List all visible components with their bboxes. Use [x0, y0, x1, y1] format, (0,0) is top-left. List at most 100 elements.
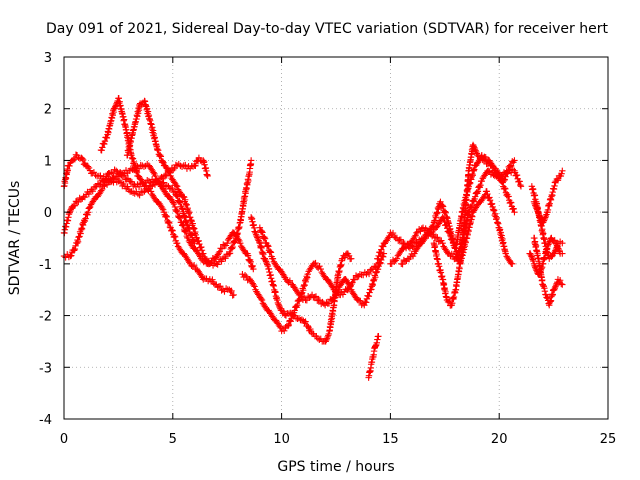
data-point [209, 276, 216, 283]
data-point [409, 243, 416, 251]
data-point [511, 157, 518, 164]
data-point [71, 245, 79, 253]
data-point [292, 303, 300, 310]
data-point [66, 209, 73, 216]
data-point [484, 190, 491, 198]
y-tick-label: -1 [39, 258, 52, 273]
data-point [555, 245, 562, 252]
data-point [237, 239, 244, 247]
data-point [428, 223, 436, 230]
data-point [422, 225, 429, 232]
data-point [365, 270, 373, 278]
data-point [307, 325, 314, 333]
data-point [411, 233, 418, 241]
data-point [473, 189, 480, 196]
data-point [116, 177, 123, 185]
data-point [531, 200, 538, 207]
data-point [423, 232, 430, 239]
data-point [397, 236, 405, 243]
data-point [553, 240, 560, 248]
data-point [439, 203, 447, 210]
x-tick-label: 5 [169, 432, 177, 447]
data-point [551, 250, 558, 257]
data-point [226, 250, 234, 257]
data-point [160, 179, 167, 186]
data-point [333, 290, 340, 298]
data-point [113, 167, 120, 174]
data-point [201, 256, 209, 264]
data-point [250, 281, 257, 289]
data-point [471, 145, 479, 153]
data-point [173, 183, 181, 190]
data-point [262, 256, 269, 264]
data-point [156, 151, 164, 159]
data-point [256, 238, 263, 246]
data-point [439, 239, 446, 247]
data-point [477, 182, 484, 189]
data-point [188, 232, 196, 239]
data-point [377, 259, 384, 267]
data-point [559, 239, 566, 247]
x-tick-label: 20 [491, 432, 508, 447]
data-point [171, 203, 179, 211]
data-point [513, 171, 521, 179]
data-point [253, 232, 260, 240]
data-point [173, 192, 180, 199]
data-point [247, 157, 255, 164]
data-point [375, 333, 382, 340]
data-point [182, 228, 190, 236]
data-point [86, 204, 93, 212]
data-point [157, 153, 165, 160]
axis-ticks: 0 5 10 15 20 25 -4 -3 -2 -1 0 1 2 3 [39, 51, 616, 447]
data-point [548, 253, 555, 260]
data-point [316, 262, 323, 270]
data-point [510, 205, 517, 213]
data-point [325, 330, 333, 338]
data-point [541, 215, 548, 223]
data-point [551, 286, 558, 293]
data-point [509, 260, 516, 268]
data-point [162, 212, 170, 220]
data-point [488, 200, 496, 207]
data-point [545, 239, 553, 247]
data-point [317, 265, 324, 273]
data-point [124, 183, 131, 190]
data-point [186, 226, 193, 233]
data-point [250, 265, 257, 273]
data-point [116, 168, 124, 176]
data-point [540, 218, 547, 226]
data-point [99, 185, 106, 193]
data-point [517, 183, 525, 190]
data-point [274, 299, 282, 307]
data-point [432, 234, 440, 242]
data-point [324, 333, 331, 341]
x-axis-label: GPS time / hours [277, 459, 394, 475]
data-point [346, 281, 353, 289]
data-point [171, 188, 179, 195]
series-track-b [123, 97, 255, 269]
y-tick-label: -3 [39, 361, 52, 376]
data-point [402, 244, 410, 252]
data-point [172, 161, 180, 169]
data-point [429, 222, 437, 229]
data-point [224, 239, 231, 247]
data-point [256, 224, 264, 231]
data-point [530, 257, 537, 265]
data-point [348, 255, 355, 262]
data-point [502, 185, 509, 192]
data-point [555, 246, 563, 254]
data-point [380, 253, 387, 261]
data-point [528, 254, 536, 262]
y-tick-label: 0 [44, 206, 52, 221]
data-point [535, 212, 543, 219]
data-point [112, 103, 119, 110]
data-point [70, 247, 78, 254]
data-point [204, 172, 211, 180]
data-point [281, 327, 288, 335]
data-point [222, 255, 229, 262]
data-point [84, 163, 92, 170]
data-point [135, 165, 143, 172]
data-point [97, 172, 104, 179]
data-point [531, 262, 538, 270]
